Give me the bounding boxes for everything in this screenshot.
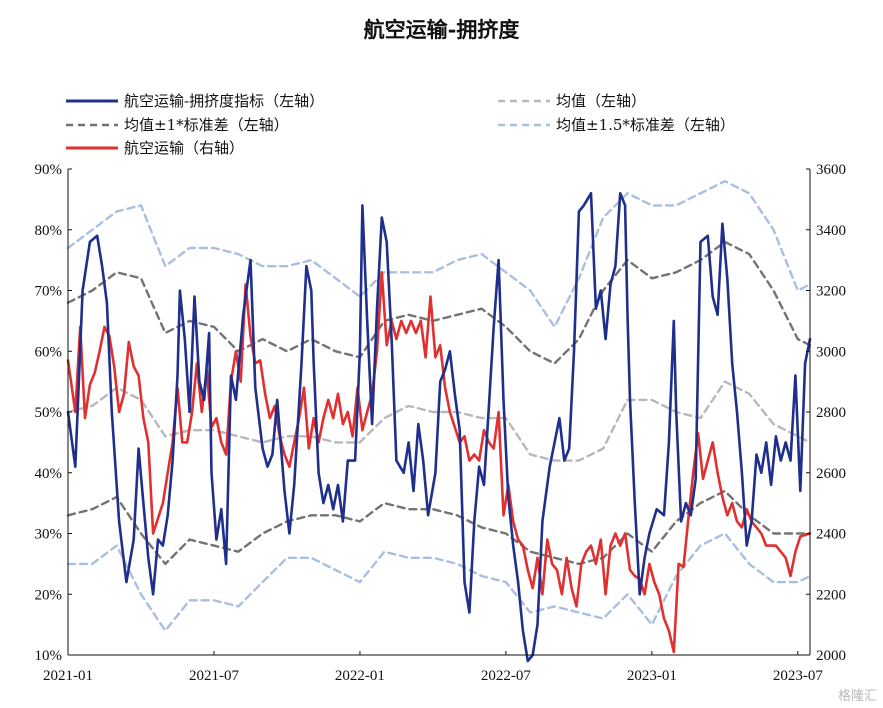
- x-tick-label: 2021-01: [43, 668, 93, 684]
- right-tick-label: 3400: [816, 223, 846, 239]
- legend-label-std1: 均值±1*标准差（左轴）: [124, 116, 289, 134]
- x-tick-label: 2021-07: [189, 668, 239, 684]
- right-tick-label: 3000: [816, 344, 846, 360]
- chart-title: 航空运输-拥挤度: [363, 17, 520, 42]
- right-tick-label: 2200: [816, 587, 846, 603]
- left-tick-label: 40%: [35, 466, 63, 482]
- right-tick-label: 2000: [816, 648, 846, 664]
- left-tick-label: 80%: [35, 223, 63, 239]
- series-layer: [66, 180, 812, 663]
- series-line-5: [66, 532, 812, 632]
- watermark-logo: 格隆汇: [837, 689, 877, 704]
- right-tick-label: 2800: [816, 405, 846, 421]
- series-line-0: [66, 192, 812, 663]
- x-tick-label: 2022-01: [335, 668, 385, 684]
- right-axis-ticks: 2000 2200 2400 2600 2800 3000 3200 3400 3600: [806, 162, 846, 664]
- series-line-4: [66, 180, 812, 329]
- left-tick-label: 60%: [35, 344, 63, 360]
- left-tick-label: 20%: [35, 587, 63, 603]
- legend-label-aviation: 航空运输（右轴）: [124, 139, 244, 157]
- legend: 航空运输-拥挤度指标（左轴） 均值（左轴） 均值±1*标准差（左轴） 均值±1.…: [66, 92, 735, 157]
- x-tick-label: 2023-07: [773, 668, 823, 684]
- left-tick-label: 30%: [35, 527, 63, 543]
- series-line-6: [66, 271, 812, 654]
- x-tick-label: 2023-01: [627, 668, 677, 684]
- series-line-3: [66, 489, 812, 566]
- right-tick-label: 2600: [816, 466, 846, 482]
- right-tick-label: 3200: [816, 284, 846, 300]
- legend-label-std15: 均值±1.5*标准差（左轴）: [556, 116, 735, 134]
- left-axis-ticks: 10% 20% 30% 40% 50% 60% 70% 80% 90%: [35, 162, 72, 664]
- left-tick-label: 50%: [35, 405, 63, 421]
- right-tick-label: 3600: [816, 162, 846, 178]
- left-tick-label: 10%: [35, 648, 63, 664]
- legend-label-crowding: 航空运输-拥挤度指标（左轴）: [124, 92, 324, 110]
- x-axis-ticks: 2021-01 2021-07 2022-01 2022-07 2023-01 2023-…: [43, 651, 823, 684]
- left-tick-label: 70%: [35, 284, 63, 300]
- legend-label-mean: 均值（左轴）: [556, 92, 646, 110]
- x-tick-label: 2022-07: [481, 668, 531, 684]
- right-tick-label: 2400: [816, 527, 846, 543]
- left-tick-label: 90%: [35, 162, 63, 178]
